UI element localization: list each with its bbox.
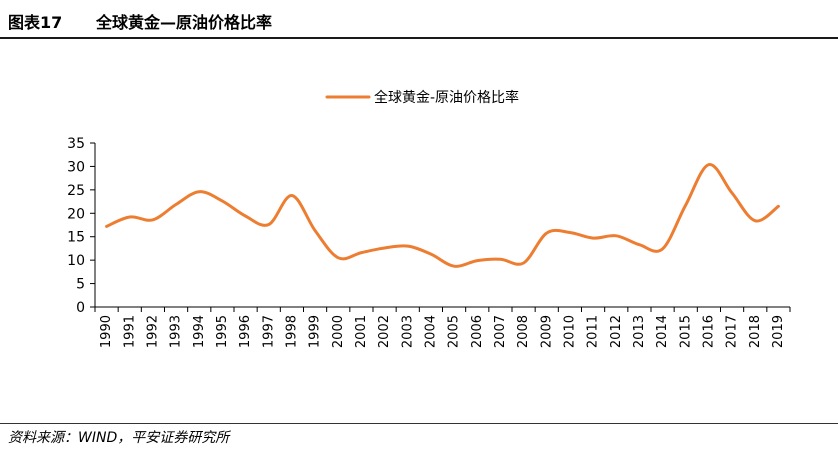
x-tick-label: 2017 [725,315,740,348]
x-tick-label: 2013 [632,315,647,348]
x-tick-label: 2019 [771,315,786,348]
x-tick-label: 2009 [539,315,554,348]
x-axis: 1990 1991 1992 1993 1994 1995 1996 1997 1998 1999… [94,306,791,348]
data-point-1996 [244,215,247,218]
data-point-2015 [684,203,687,206]
x-tick-label: 1991 [122,315,137,348]
data-point-1997 [267,223,270,226]
data-point-2003 [406,245,409,248]
data-point-2010 [568,231,571,234]
data-point-2019 [777,205,780,208]
data-point-2013 [638,243,641,246]
x-tick-label: 1995 [215,315,230,348]
x-tick-label: 2015 [678,315,693,348]
x-tick-label: 2010 [562,315,577,348]
legend-label: 全球黄金-原油价格比率 [374,89,519,106]
header-rule [0,37,838,39]
figure-title: 全球黄金—原油价格比率 [96,13,273,32]
data-points [105,163,780,268]
x-tick-label: 1997 [261,315,276,348]
x-tick-label: 1992 [145,315,160,348]
data-point-2011 [592,237,595,240]
data-point-1993 [175,203,178,206]
figure-number: 图表17 [8,13,63,32]
y-tick-label: 20 [67,206,85,222]
series-line [105,163,780,268]
data-point-1992 [151,218,154,221]
y-tick-label: 0 [76,300,85,316]
footer-rule [0,423,838,424]
x-tick-label: 1990 [99,315,114,348]
figure-header: 图表17 全球黄金—原油价格比率 [0,0,838,38]
x-tick-label: 1999 [308,315,323,348]
data-point-1994 [198,190,201,193]
data-point-2009 [545,231,548,234]
data-point-2000 [337,256,340,259]
x-tick-label: 2006 [470,315,485,348]
x-tick-label: 2012 [609,315,624,348]
data-point-2006 [476,259,479,262]
data-point-2005 [453,265,456,268]
x-tick-label: 1996 [238,315,253,348]
figure-footer: 资料来源：WIND，平安证券研究所 [0,423,838,453]
data-point-2002 [383,246,386,249]
y-axis: 0 5 10 15 20 25 30 35 [67,136,96,316]
legend: 全球黄金-原油价格比率 [325,89,519,106]
y-tick-label: 25 [67,183,85,199]
x-tick-label: 2016 [701,315,716,348]
data-point-2004 [429,253,432,256]
x-tick-label: 2005 [447,315,462,348]
y-tick-label: 10 [67,253,85,269]
y-tick-label: 5 [76,277,85,293]
x-tick-label: 2018 [748,315,763,348]
data-point-2001 [360,251,363,254]
x-tick-label: 2003 [400,315,415,348]
data-point-2018 [754,219,757,222]
data-point-1990 [105,225,108,228]
data-point-2012 [615,234,618,237]
x-tick-label: 2011 [586,315,601,348]
x-tick-label: 2002 [377,315,392,348]
data-point-2007 [499,258,502,261]
x-tick-label: 2008 [516,315,531,348]
y-tick-label: 30 [67,159,85,175]
x-tick-label: 1993 [169,315,184,348]
x-tick-label: 2014 [655,315,670,348]
data-point-1991 [128,216,131,219]
x-tick-label: 2004 [423,315,438,348]
x-tick-label: 2007 [493,315,508,348]
x-tick-label: 2001 [354,315,369,348]
y-tick-label: 35 [67,136,85,152]
source-note: 资料来源：WIND，平安证券研究所 [8,430,230,446]
data-point-1998 [290,194,293,197]
x-tick-label: 2000 [331,315,346,348]
data-point-2008 [522,261,525,264]
x-tick-label: 1994 [192,315,207,348]
y-tick-label: 15 [67,230,85,246]
data-point-1995 [221,200,224,203]
x-tick-label: 1998 [284,315,299,348]
data-point-2017 [731,192,734,195]
data-point-2014 [661,247,664,250]
data-point-2016 [707,163,710,166]
data-point-1999 [314,229,317,232]
